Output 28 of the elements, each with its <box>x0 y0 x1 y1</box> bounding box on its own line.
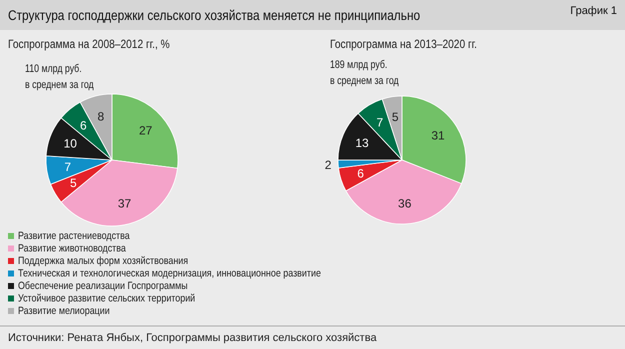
text: Структура господдержки сельского хозяйства меняется не принципиально <box>8 7 420 24</box>
chart-title: Госпрограмма на 2013–2020 гг. <box>330 38 477 52</box>
data-label: 5 <box>70 176 78 190</box>
chart-subtitle: 110 млрд руб. в среднем за год <box>25 63 94 92</box>
data-label: 5 <box>392 110 399 124</box>
data-label: 31 <box>431 128 445 143</box>
data-label: 7 <box>376 116 384 130</box>
text: Источники: Рената Янбых, Госпрограммы развития сельского хозяйства <box>8 332 378 344</box>
data-label: 37 <box>118 196 132 210</box>
data-label: 6 <box>80 118 88 133</box>
data-label: 10 <box>64 136 78 151</box>
data-label: 8 <box>97 110 104 124</box>
legend-label: Развитие животноводства <box>18 242 126 255</box>
text: График 1 <box>570 5 617 17</box>
legend-label: Обеспечение реализации Госпрограммы <box>18 280 188 292</box>
legend-label: Развитие растениеводства <box>18 230 130 242</box>
data-label: 13 <box>355 136 370 150</box>
data-label: 7 <box>64 160 72 174</box>
legend-label: Техническая и технологическая модернизация, инновационное развитие <box>18 268 321 280</box>
data-label: 6 <box>357 166 364 181</box>
legend-label: Устойчивое развитие сельских территорий <box>18 292 196 305</box>
data-label: 2 <box>324 158 332 172</box>
chart-title: Госпрограмма на 2008–2012 гг., % <box>8 38 170 52</box>
legend-label: Поддержка малых форм хозяйствования <box>18 255 188 268</box>
data-label: 27 <box>138 124 153 138</box>
data-label: 36 <box>398 196 412 211</box>
legend-label: Развитие мелиорации <box>18 305 110 318</box>
chart-subtitle: 189 млрд руб. в среднем за год <box>330 59 399 88</box>
